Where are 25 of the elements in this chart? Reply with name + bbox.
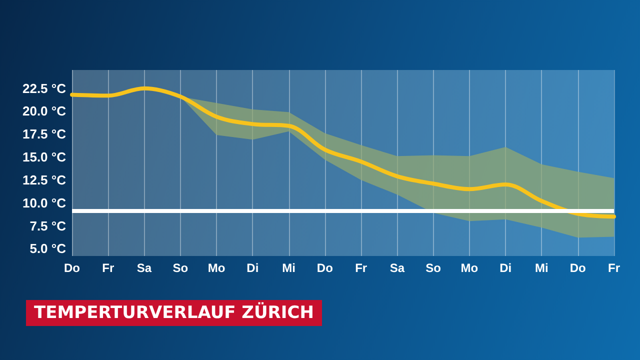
y-tick-label: 5.0 °C	[30, 241, 67, 256]
x-tick-label: Do	[64, 261, 80, 275]
x-tick-label: Do	[316, 261, 333, 275]
y-tick-label: 7.5 °C	[30, 218, 67, 234]
x-tick-label: Mo	[460, 261, 478, 275]
x-tick-label: Fr	[102, 261, 114, 275]
x-tick-label: Mi	[535, 261, 548, 275]
y-tick-label: 10.0 °C	[22, 195, 67, 210]
x-tick-label: Di	[500, 261, 512, 275]
x-tick-label: Fr	[608, 261, 620, 275]
y-tick-label: 17.5 °C	[22, 126, 67, 142]
x-tick-label: Sa	[390, 261, 405, 275]
y-tick-label: 22.5 °C	[22, 80, 67, 96]
x-tick-label: Mi	[282, 261, 296, 275]
x-tick-label: So	[172, 261, 188, 275]
x-tick-label: So	[426, 261, 442, 275]
text: TEMPERTURVERLAUF ZÜRICH	[26, 300, 322, 326]
x-tick-label: Di	[246, 261, 259, 275]
x-tick-label: Do	[570, 261, 586, 275]
x-tick-label: Fr	[355, 261, 368, 275]
y-tick-label: 20.0 °C	[22, 104, 67, 119]
x-tick-label: Sa	[136, 261, 152, 275]
y-tick-label: 12.5 °C	[22, 172, 67, 188]
x-tick-label: Mo	[208, 261, 226, 275]
y-tick-label: 15.0 °C	[22, 150, 67, 165]
